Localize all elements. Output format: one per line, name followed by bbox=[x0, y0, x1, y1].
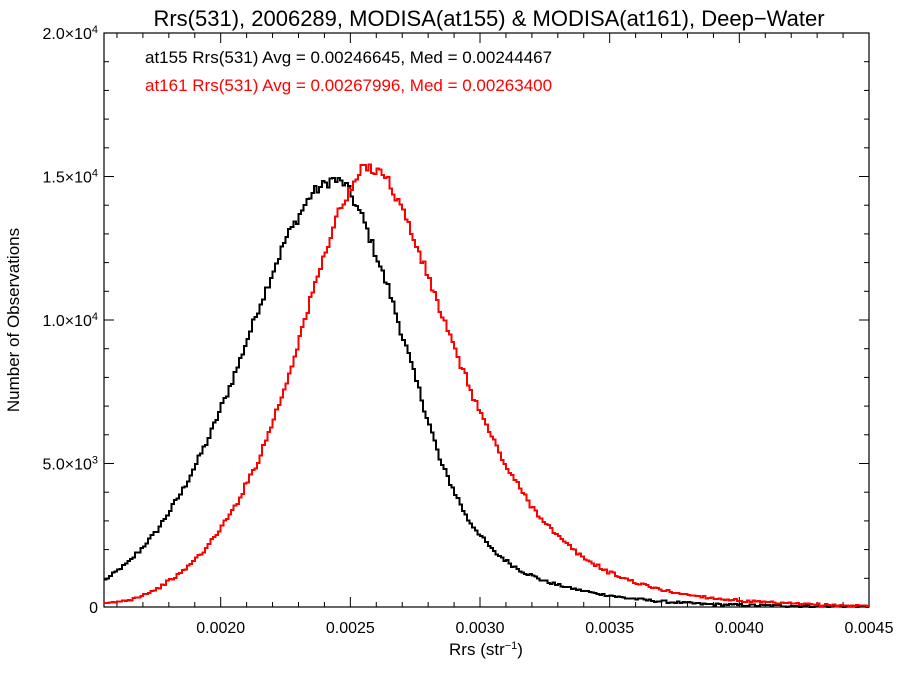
x-axis-label: Rrs (str−1) bbox=[449, 640, 523, 659]
y-tick-mantissa: 2.0×10 bbox=[42, 26, 91, 43]
x-tick-label: 0.0025 bbox=[326, 620, 375, 637]
y-tick-exponent: 4 bbox=[92, 24, 98, 36]
series-line-1 bbox=[104, 163, 869, 608]
x-tick-label: 0.0030 bbox=[456, 620, 505, 637]
series-layer bbox=[104, 163, 869, 608]
series-line-0 bbox=[104, 177, 869, 608]
series-annotation-at155: at155 Rrs(531) Avg = 0.00246645, Med = 0… bbox=[145, 48, 552, 67]
y-tick-exponent: 4 bbox=[92, 168, 98, 180]
y-tick-label: 2.0×104 bbox=[42, 24, 98, 43]
x-axis-label-base: Rrs (str bbox=[449, 640, 505, 659]
y-tick-mantissa: 5.0×10 bbox=[42, 457, 91, 474]
y-tick-label: 1.5×104 bbox=[42, 168, 98, 187]
x-axis-label-close: ) bbox=[517, 640, 523, 659]
plot-frame bbox=[103, 32, 870, 608]
y-tick-exponent: 3 bbox=[92, 455, 98, 467]
y-axis-label: Number of Observations bbox=[4, 228, 23, 412]
y-tick-mantissa: 0 bbox=[89, 600, 98, 617]
x-tick-label: 0.0040 bbox=[715, 620, 764, 637]
series-annotation-at161: at161 Rrs(531) Avg = 0.00267996, Med = 0… bbox=[145, 76, 552, 95]
y-tick-mantissa: 1.0×10 bbox=[42, 313, 91, 330]
x-tick-label: 0.0045 bbox=[845, 620, 894, 637]
chart-title: Rrs(531), 2006289, MODISA(at155) & MODIS… bbox=[153, 6, 824, 31]
y-tick-exponent: 4 bbox=[92, 311, 98, 323]
x-tick-label: 0.0020 bbox=[196, 620, 245, 637]
y-tick-mantissa: 1.5×10 bbox=[42, 170, 91, 187]
x-tick-label: 0.0035 bbox=[585, 620, 634, 637]
x-axis-label-sup: −1 bbox=[505, 640, 518, 652]
y-tick-label: 1.0×104 bbox=[42, 311, 98, 330]
y-tick-label: 5.0×103 bbox=[42, 455, 98, 474]
y-tick-label: 0 bbox=[89, 600, 98, 617]
axis-ticks: 0.0020 0.0025 0.0030 0.0035 0.0040 0.0045 0 5.0… bbox=[42, 24, 893, 637]
